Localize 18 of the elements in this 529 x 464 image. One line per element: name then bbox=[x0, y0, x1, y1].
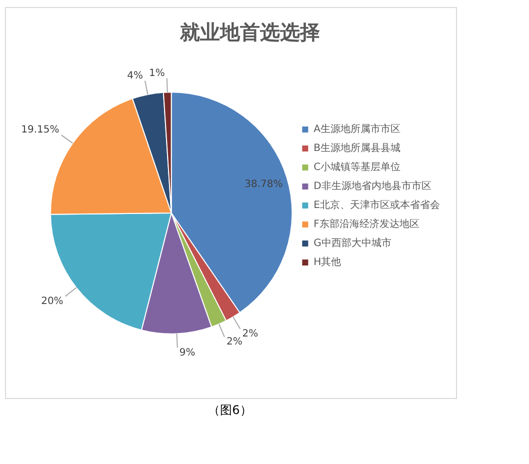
legend-label: A生源地所属市市区 bbox=[314, 123, 401, 136]
data-label: 19.15% bbox=[21, 124, 60, 136]
legend-label: B生源地所属县县城 bbox=[314, 142, 401, 154]
legend-label: C小城镇等基层单位 bbox=[314, 161, 401, 174]
data-label: 2% bbox=[226, 336, 242, 348]
legend-label: H其他 bbox=[314, 256, 342, 268]
data-label: 4% bbox=[127, 70, 144, 82]
data-label: 9% bbox=[179, 347, 196, 358]
data-label: 2% bbox=[242, 328, 258, 340]
legend-label: D非生源地省内地县市市区 bbox=[314, 180, 432, 192]
legend-label: G中西部大中城市 bbox=[314, 237, 392, 250]
data-label: 1% bbox=[149, 68, 165, 79]
text: （图6） bbox=[207, 402, 253, 419]
legend-label: E北京、天津市区或本省省会 bbox=[314, 199, 440, 212]
legend-label: F东部沿海经济发达地区 bbox=[314, 218, 420, 230]
data-label: 38.78% bbox=[244, 178, 283, 190]
data-label: 20% bbox=[41, 296, 64, 307]
chart-title: 就业地首选选择 bbox=[179, 20, 320, 44]
